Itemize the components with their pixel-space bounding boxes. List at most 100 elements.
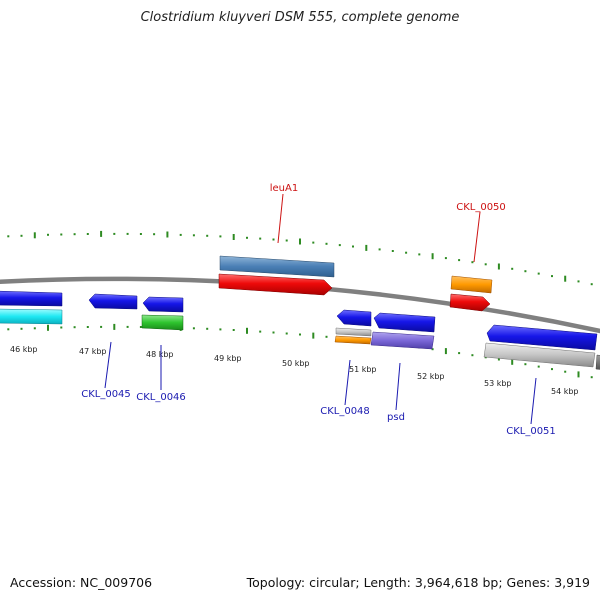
gene-label-CKL_0051[interactable]: CKL_0051 [506,426,556,437]
minor-tick [418,253,421,256]
minor-tick [299,333,301,336]
gene-label-CKL_0050[interactable]: CKL_0050 [456,202,506,213]
minor-tick [219,235,222,238]
scale-label: 54 kbp [551,387,579,396]
gene-arrow-left-blue-a[interactable] [0,290,63,307]
minor-tick [577,280,580,283]
major-tick [431,253,434,260]
major-tick [444,348,447,355]
gene-label-leuA1[interactable]: leuA1 [270,183,298,194]
scale-label: 50 kbp [282,359,310,368]
scale-label: 52 kbp [417,372,445,381]
major-tick [166,231,169,238]
gene-callout-lines [104,193,537,425]
callout-line-CKL_0051 [530,377,537,425]
minor-tick [405,251,408,254]
minor-tick [325,242,328,245]
gene-arrow-left-blue-b[interactable] [88,293,138,310]
minor-tick [524,270,527,273]
minor-tick [20,234,23,237]
minor-tick [551,275,553,278]
scale-label: 46 kbp [10,345,38,354]
callout-line-CKL_0050 [473,211,481,263]
scale-label: 51 kbp [349,365,377,374]
accession-text: Accession: NC_009706 [10,575,153,590]
minor-tick [564,370,567,373]
major-tick [511,358,514,365]
minor-tick [86,326,89,328]
minor-tick [431,348,434,351]
gene-label-CKL_0048[interactable]: CKL_0048 [320,406,370,417]
minor-tick [444,257,447,260]
gene-arrow-left-blue-c[interactable] [142,296,184,313]
major-tick [232,234,235,240]
major-tick [113,323,116,330]
minor-tick [285,332,288,335]
minor-tick [86,233,89,235]
minor-tick [153,233,156,236]
callout-line-CKL_0048 [344,359,351,406]
minor-tick [192,327,195,330]
gene-cyan-left[interactable] [0,308,63,325]
minor-tick [272,238,275,241]
major-tick [365,244,368,251]
gene-purple-psd[interactable] [370,331,435,350]
gene-label-psd[interactable]: psd [387,412,405,423]
gene-slate-edge[interactable] [595,354,600,370]
map-title: Clostridium kluyveri DSM 555, complete g… [140,10,460,25]
minor-tick [524,363,527,366]
minor-tick [484,263,487,266]
scale-label: 53 kbp [484,379,512,388]
minor-tick [33,327,36,330]
minor-tick [458,259,461,262]
minor-tick [73,326,76,329]
scale-label: 49 kbp [214,354,242,363]
minor-tick [312,241,315,244]
gene-label-CKL_0045[interactable]: CKL_0045 [81,389,131,400]
minor-tick [272,331,275,334]
minor-tick [192,234,195,237]
major-tick [299,238,301,245]
minor-tick [259,237,262,240]
minor-tick [537,365,540,368]
major-tick [564,275,567,282]
major-tick [497,263,500,270]
minor-tick [497,358,500,361]
minor-tick [378,248,381,251]
major-tick [246,327,248,334]
gene-arrow-red-CKL_0050[interactable] [449,293,491,312]
gene-green-CKL_0046[interactable] [141,314,184,331]
minor-tick [219,328,222,331]
minor-tick [590,283,593,286]
gene-label-CKL_0046[interactable]: CKL_0046 [136,392,186,403]
minor-tick [551,368,553,371]
gene-arrow-red-leuA1[interactable] [218,273,333,296]
callout-line-CKL_0045 [104,341,112,389]
minor-tick [7,235,10,238]
gene-arrow-left-blue-psd[interactable] [373,312,436,333]
minor-tick [206,327,209,330]
gene-gray-CKL_0051[interactable] [483,342,596,368]
minor-tick [20,327,23,330]
scale-label: 48 kbp [146,350,174,359]
minor-tick [113,232,116,235]
minor-tick [60,326,63,329]
gene-gray-CKL_0048-a[interactable] [335,327,372,337]
minor-tick [100,325,103,328]
scale-label: 47 kbp [79,347,107,356]
major-tick [312,332,315,339]
gene-steelblue-leuA1-region[interactable] [219,255,335,278]
minor-tick [471,354,474,357]
gene-orange-CKL_0048-b[interactable] [334,335,372,345]
minor-tick [471,261,474,264]
minor-tick [73,233,76,236]
minor-tick [259,330,262,333]
gene-arrow-left-blue-CKL_0051[interactable] [486,324,598,351]
gene-labels: leuA1 CKL_0050 CKL_0045 CKL_0046 CKL_004… [81,183,556,437]
minor-tick [179,233,182,236]
minor-tick [391,250,394,252]
minor-tick [458,352,461,355]
gene-arrow-left-blue-CKL_0048[interactable] [336,309,372,327]
gene-orange-CKL_0050[interactable] [450,275,493,294]
minor-tick [232,329,235,331]
